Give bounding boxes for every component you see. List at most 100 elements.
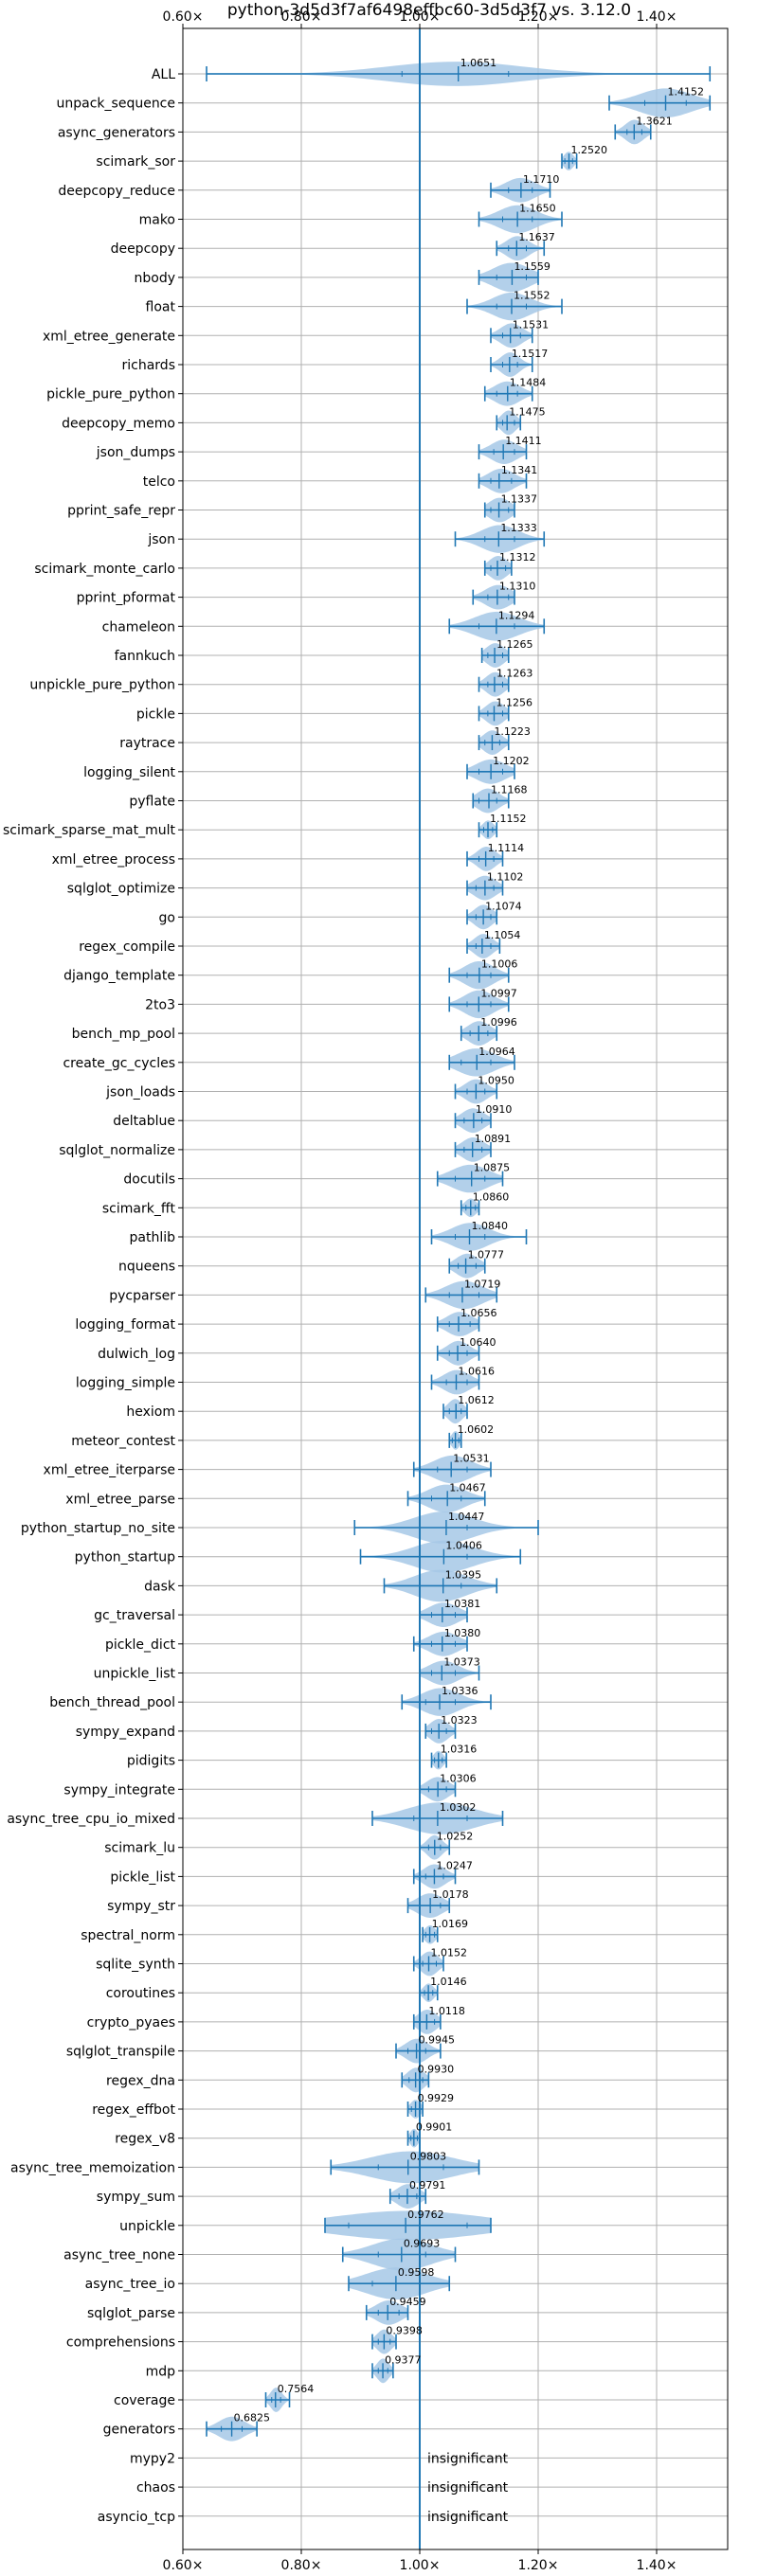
benchmark-label: hexiom (126, 1404, 175, 1420)
benchmark-label: json_dumps (96, 445, 175, 460)
data-label: 1.1637 (518, 231, 555, 243)
benchmark-label: python_startup (75, 1550, 175, 1565)
data-label: 1.1312 (499, 551, 536, 564)
data-label: 1.1531 (513, 318, 550, 331)
data-label: 1.1074 (485, 900, 522, 912)
x-tick-label-bottom: 0.60× (163, 2558, 204, 2573)
data-label: 0.9762 (407, 2209, 444, 2221)
benchmark-label: scimark_sor (96, 154, 175, 170)
data-label: 1.1152 (490, 813, 527, 825)
benchmark-label: crypto_pyaes (87, 2015, 175, 2030)
benchmark-label: async_generators (58, 125, 175, 140)
data-label: 1.0719 (464, 1278, 501, 1290)
data-label: 1.0381 (444, 1598, 481, 1610)
benchmark-label: sympy_expand (76, 1725, 175, 1740)
benchmark-label: deltablue (113, 1114, 175, 1129)
benchmark-label: async_tree_io (85, 2277, 175, 2292)
data-label: 0.9945 (419, 2034, 456, 2047)
benchmark-label: deepcopy_memo (62, 416, 175, 431)
data-label: 1.1484 (510, 377, 547, 389)
data-label: 1.1475 (509, 405, 546, 418)
insignificant-label: insignificant (427, 2510, 509, 2525)
benchmark-label: regex_v8 (115, 2132, 175, 2147)
x-tick-label-top: 1.40× (637, 9, 677, 25)
benchmark-label: sympy_integrate (63, 1782, 175, 1798)
benchmark-label: deepcopy_reduce (58, 184, 175, 199)
benchmark-label: json (147, 532, 175, 547)
data-label: 0.9598 (398, 2266, 435, 2279)
benchmark-label: dulwich_log (98, 1347, 175, 1362)
data-label: 1.0447 (448, 1511, 485, 1523)
benchmark-label: async_tree_none (63, 2248, 175, 2263)
benchmark-label: logging_format (75, 1317, 175, 1333)
benchmark-label: create_gc_cycles (63, 1056, 175, 1071)
benchmark-label: pickle_list (110, 1869, 175, 1885)
benchmark-label: coverage (114, 2393, 175, 2408)
data-label: 1.0302 (440, 1801, 477, 1814)
data-label: 0.9803 (410, 2150, 447, 2162)
benchmark-label: mdp (146, 2364, 176, 2379)
benchmark-label: pyflate (129, 795, 175, 810)
benchmark-label: django_template (63, 969, 175, 984)
data-label: 1.1341 (501, 464, 538, 476)
benchmark-label: unpickle (119, 2219, 175, 2234)
x-tick-label-bottom: 0.80× (281, 2558, 322, 2573)
benchmark-label: pprint_pformat (77, 591, 176, 606)
x-tick-label-top: 1.20× (518, 9, 559, 25)
data-label: 0.9929 (418, 2092, 455, 2104)
benchmark-label: python_startup_no_site (21, 1521, 175, 1536)
benchmark-label: scimark_fft (102, 1201, 176, 1216)
data-label: 1.0247 (436, 1859, 473, 1871)
benchmark-label: unpack_sequence (57, 97, 175, 112)
insignificant-label: insignificant (427, 2451, 509, 2466)
data-label: 1.0252 (437, 1831, 474, 1843)
benchmark-label: go (159, 910, 175, 925)
data-label: 0.9377 (385, 2353, 422, 2366)
benchmark-label: xml_etree_generate (43, 329, 175, 344)
data-label: 1.1265 (496, 638, 533, 651)
data-label: 0.9791 (409, 2179, 446, 2191)
data-label: 1.1710 (523, 173, 560, 186)
data-label: 1.1054 (484, 929, 521, 941)
data-label: 1.1263 (496, 668, 533, 680)
data-label: 1.0323 (441, 1714, 478, 1726)
benchmark-label: comprehensions (66, 2335, 175, 2351)
x-tick-label-bottom: 1.40× (637, 2558, 677, 2573)
stat-layer (206, 66, 712, 2437)
data-label: 1.0152 (431, 1947, 468, 1959)
benchmark-label: scimark_sparse_mat_mult (3, 823, 175, 838)
benchmark-label: bench_thread_pool (49, 1695, 175, 1710)
benchmark-label: chaos (136, 2480, 175, 2496)
benchmark-label: sympy_sum (97, 2190, 175, 2205)
data-label: 0.9930 (418, 2063, 455, 2075)
benchmark-label: generators (103, 2423, 175, 2438)
data-label: 0.7564 (278, 2383, 315, 2395)
benchmark-label: async_tree_cpu_io_mixed (7, 1812, 175, 1827)
data-label: 1.0875 (474, 1162, 511, 1174)
data-label: 1.0640 (460, 1336, 496, 1349)
data-label: 0.9398 (386, 2325, 423, 2337)
benchmark-label: sqlglot_transpile (66, 2045, 175, 2060)
data-label: 1.1223 (494, 725, 531, 738)
data-label: 1.0602 (458, 1423, 495, 1436)
data-label: 1.0373 (443, 1656, 480, 1669)
benchmark-label: pickle (136, 707, 175, 722)
data-label: 0.9901 (416, 2121, 453, 2134)
benchmark-label: regex_compile (79, 939, 175, 955)
data-label: 1.0146 (430, 1976, 467, 1988)
data-label: 1.0306 (440, 1772, 477, 1784)
data-label: 1.1256 (496, 696, 533, 708)
benchmark-label: mako (139, 213, 175, 228)
benchmark-label: fannkuch (115, 649, 175, 664)
benchmark-label: nqueens (118, 1260, 175, 1275)
benchmark-label: telco (143, 474, 175, 490)
data-label: 1.0612 (458, 1394, 495, 1406)
data-label: 1.0380 (444, 1627, 481, 1639)
data-label: 1.0169 (432, 1918, 469, 1930)
label-layer: 0.60× 0.60× 0.80× 0.80× 1.00× 1.00× 1.20× 1.20×… (3, 9, 704, 2573)
benchmark-label: chameleon (102, 619, 175, 635)
benchmark-label: pickle_pure_python (46, 387, 175, 402)
benchmark-label: docutils (123, 1172, 175, 1188)
data-label: 1.3621 (636, 115, 673, 127)
benchmark-label: pickle_dict (105, 1637, 176, 1653)
